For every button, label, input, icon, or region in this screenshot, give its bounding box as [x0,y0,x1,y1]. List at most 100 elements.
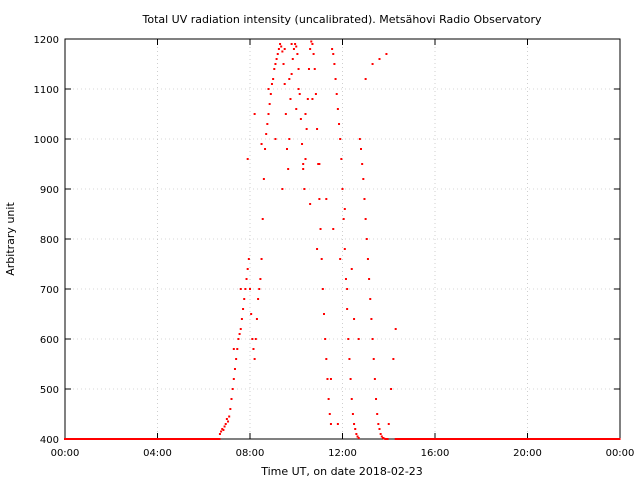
data-point [261,218,264,220]
data-point [228,415,231,418]
data-point [349,378,352,380]
data-point [366,258,369,260]
data-point [304,158,307,160]
data-point [297,68,300,70]
data-point [252,348,255,350]
y-tick-label: 700 [40,285,59,296]
data-point [246,268,249,270]
y-axis-label: Arbitrary unit [4,202,17,276]
y-tick-label: 800 [40,235,59,246]
data-point [357,338,360,340]
data-point [270,83,273,85]
data-point [244,288,247,290]
data-point [340,158,343,160]
data-point [225,418,228,420]
data-point [237,338,240,340]
data-point [245,278,248,280]
data-point [286,148,288,150]
data-point [347,338,350,340]
y-tick-label: 500 [40,385,59,396]
data-point [363,198,366,200]
data-point [239,328,242,330]
data-point [376,413,379,415]
data-point [386,438,389,440]
data-point [343,208,346,210]
data-point [260,258,263,260]
data-point [333,63,336,65]
data-point [371,63,374,65]
data-point [218,438,221,440]
data-point [243,298,246,300]
data-point [310,40,313,43]
data-point [250,313,253,315]
data-point [233,368,236,370]
data-point [253,358,256,360]
data-point [387,423,390,425]
data-point [351,413,354,415]
data-point [232,378,235,380]
data-point [275,58,278,60]
data-point [280,45,283,48]
data-point [377,423,380,425]
x-tick-label: 08:00 [236,448,265,459]
data-point [235,358,238,360]
data-point [298,93,301,95]
data-point [339,258,342,260]
data-point [306,98,309,100]
data-point [325,198,328,200]
x-tick-label: 20:00 [513,448,542,459]
data-point [267,113,270,115]
data-point [335,93,338,95]
data-point [264,148,267,150]
data-point [354,428,357,430]
data-point [265,133,268,135]
data-point [239,288,242,290]
data-point [227,420,230,423]
data-point [267,88,270,90]
data-point [316,248,319,250]
data-point [309,203,312,205]
data-point [325,358,328,360]
data-point [229,408,232,410]
data-point [384,438,387,440]
y-tick-label: 900 [40,185,59,196]
data-point [385,53,388,55]
data-point [294,43,297,45]
data-point [378,58,381,60]
data-point [288,138,291,140]
data-point [291,58,294,60]
data-point [303,188,306,190]
data-point [258,288,261,290]
data-point [238,333,241,335]
y-tick-label: 1100 [34,85,59,96]
data-point [260,143,263,145]
data-point [305,128,308,130]
data-point [218,433,221,435]
data-point [341,188,344,190]
data-point [390,388,393,390]
data-point [242,308,245,310]
data-point [394,328,397,330]
data-point [372,358,375,360]
data-point [318,198,321,200]
data-point [236,348,239,350]
data-point [618,438,621,440]
x-axis-ticks: 00:00 04:00 08:00 12:00 16:00 20:00 00:00 [51,39,634,459]
y-tick-label: 1000 [34,135,59,146]
data-point [346,308,349,310]
data-point [274,138,277,140]
data-point [232,348,235,350]
data-point [259,278,262,280]
data-point [246,158,249,160]
data-point [289,98,292,100]
data-point [266,123,269,125]
y-tick-label: 600 [40,335,59,346]
data-point [317,163,320,165]
data-point [301,143,304,145]
data-point [370,318,373,320]
x-axis-label: Time UT, on date 2018-02-23 [260,465,423,478]
data-point [348,358,351,360]
data-point [380,435,383,438]
data-point [344,278,347,280]
